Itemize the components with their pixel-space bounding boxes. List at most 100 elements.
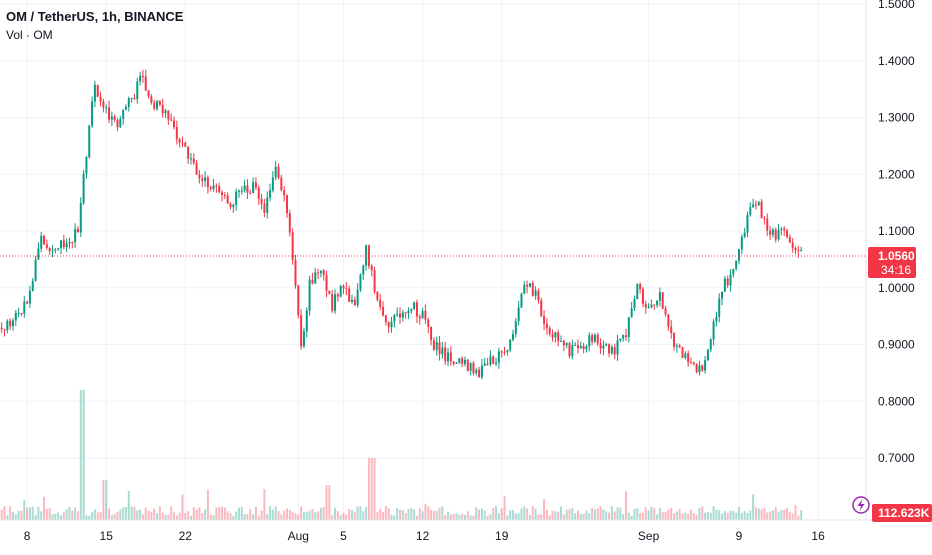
candle-body [709,339,712,350]
volume-bar [667,509,670,520]
candle-body [139,75,142,82]
symbol-title[interactable]: OM / TetherUS, 1h, BINANCE [6,9,184,24]
candle-body [319,270,322,274]
volume-bar [579,513,582,520]
candle-body [593,334,596,342]
candle-body [678,345,681,348]
volume-bar [212,515,215,520]
candle-body [353,299,356,306]
volume-bar [788,511,791,520]
volume-bar [608,512,611,520]
volume-bar [463,514,466,520]
volume-bar [678,508,681,520]
candle-body [565,343,568,346]
volume-bar [105,480,108,520]
candle-body [181,142,184,144]
price-tick-label: 0.7000 [878,451,915,465]
volume-bar [198,507,201,520]
time-tick-label: 8 [24,529,31,543]
candle-body [625,335,627,337]
candle-body [608,344,611,354]
volume-bar [455,513,458,520]
time-tick-label: 19 [495,529,509,543]
current-price-value: 1.0560 [878,249,915,263]
candle-body [390,321,393,328]
candle-body [291,232,294,260]
volume-bar [221,506,224,520]
volume-bar [181,494,184,520]
candle-body [469,363,472,371]
volume-bar [54,513,57,520]
volume-bar [399,509,401,520]
volume-bar [119,509,122,520]
candle-body [602,345,605,349]
volume-bar [709,512,712,520]
candle-body [57,248,60,250]
candle-body [136,81,139,100]
candle-body [641,288,644,304]
candle-body [571,345,574,357]
volume-bar [367,458,370,520]
volume-bar [353,512,356,520]
candle-body [302,331,305,347]
candle-body [328,290,331,295]
volume-bar [449,514,452,520]
candle-body [413,302,416,309]
candle-body [362,265,365,275]
volume-bar [610,506,613,520]
volume-bar [9,506,12,520]
candle-body [274,166,277,178]
volume-bar [545,509,548,520]
candle-body [153,102,156,109]
volume-bar [523,506,526,520]
candle-body [661,292,664,309]
volume-bar [754,507,757,520]
volume-indicator-label[interactable]: Vol · OM [6,28,53,42]
volume-bar [415,515,418,520]
volume-bar [48,508,51,520]
candle-body [630,308,633,318]
volume-bar [588,513,591,520]
volume-bar [760,509,763,520]
lightning-icon[interactable] [852,496,870,514]
candle-body [706,349,709,361]
candle-body [17,312,20,314]
candle-body [461,358,464,365]
candle-body [432,340,435,350]
price-tick-label: 1.1000 [878,224,915,238]
volume-bar [325,485,328,520]
volume-bar [486,515,489,520]
time-axis-background[interactable] [0,520,866,550]
volume-bar [331,514,334,520]
candle-body [551,333,554,338]
time-tick-label: Sep [638,529,660,543]
volume-bar [141,514,144,520]
candle-body [243,185,246,191]
candle-body [562,340,565,346]
volume-bar [178,512,181,520]
candle-body [441,347,444,355]
candle-body [735,260,738,269]
candle-body [506,350,509,352]
volume-bar [260,510,263,520]
candle-body [774,229,777,240]
volume-bar [681,513,684,520]
volume-bar [528,515,531,520]
volume-bar [512,510,514,520]
volume-bar [675,511,678,520]
volume-bar [28,507,31,520]
candle-body [639,284,642,289]
volume-bar [684,512,687,520]
volume-bar [492,508,495,520]
volume-bar [187,511,190,520]
volume-bar [664,511,667,520]
candle-body [585,346,588,350]
candle-body [71,241,74,243]
candle-body [23,301,26,314]
bar-countdown: 34:16 [881,263,911,277]
candle-body [113,116,116,120]
candle-body [373,270,376,292]
candle-body [345,288,348,290]
